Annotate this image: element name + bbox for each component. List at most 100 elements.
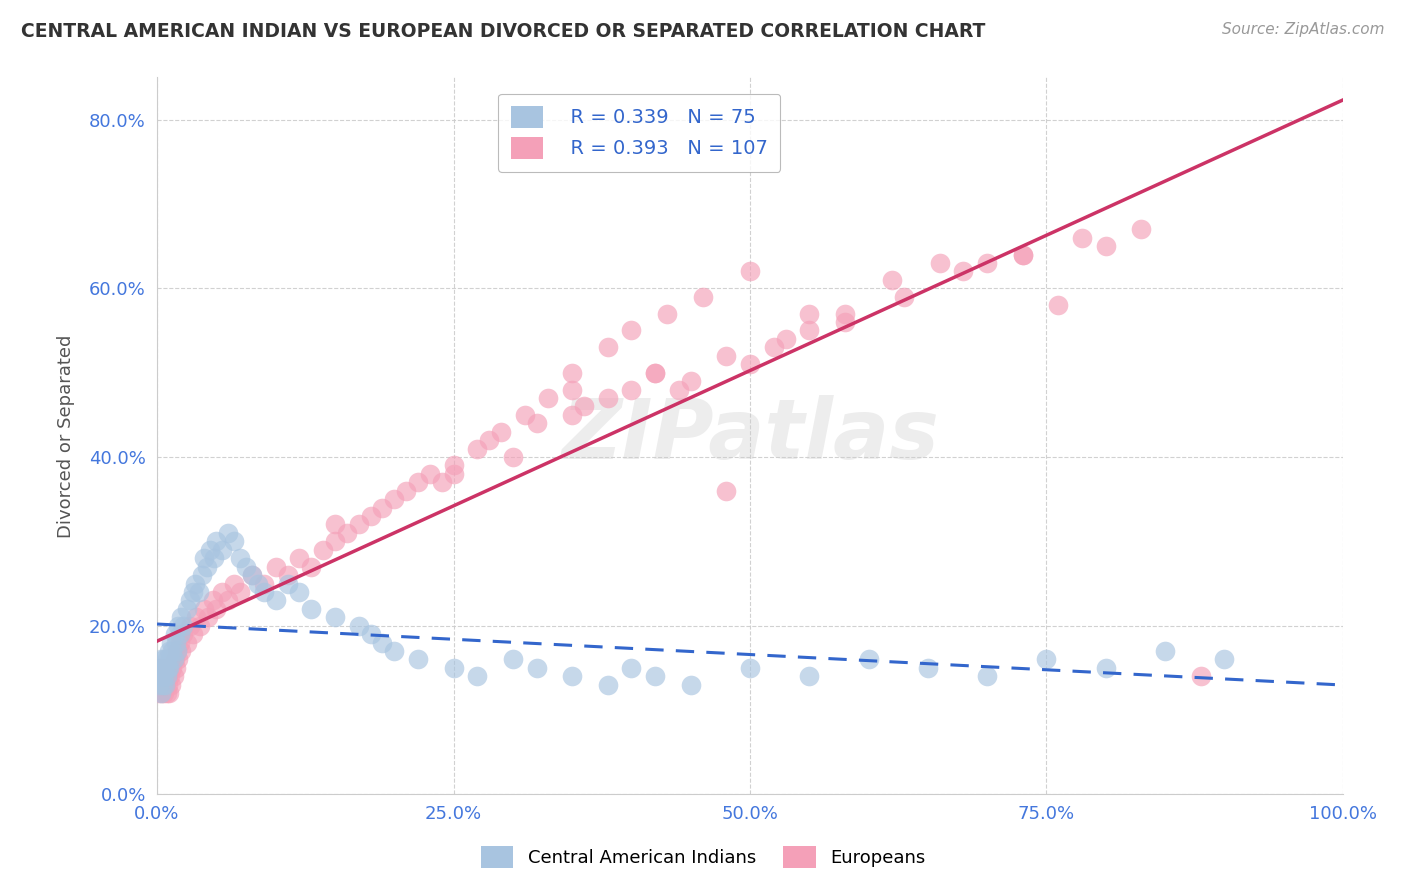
Point xyxy=(148,686,170,700)
Point xyxy=(148,661,170,675)
Point xyxy=(150,686,173,700)
Point xyxy=(240,568,263,582)
Point xyxy=(148,669,170,683)
Point xyxy=(229,551,252,566)
Point xyxy=(165,635,187,649)
Y-axis label: Divorced or Separated: Divorced or Separated xyxy=(58,334,75,538)
Point xyxy=(312,542,335,557)
Point xyxy=(166,644,188,658)
Point xyxy=(264,593,287,607)
Point xyxy=(762,340,785,354)
Point xyxy=(276,576,298,591)
Point xyxy=(264,559,287,574)
Point xyxy=(153,661,176,675)
Point xyxy=(406,652,429,666)
Point xyxy=(156,678,179,692)
Point xyxy=(166,644,188,658)
Point xyxy=(181,627,204,641)
Point xyxy=(513,408,536,422)
Point xyxy=(211,542,233,557)
Point xyxy=(1189,669,1212,683)
Point xyxy=(716,483,738,498)
Point xyxy=(347,517,370,532)
Point xyxy=(169,627,191,641)
Point xyxy=(152,678,174,692)
Point xyxy=(165,661,187,675)
Point xyxy=(299,602,322,616)
Point xyxy=(655,307,678,321)
Point xyxy=(360,509,382,524)
Point xyxy=(692,290,714,304)
Point xyxy=(176,635,198,649)
Point xyxy=(217,525,239,540)
Point xyxy=(347,618,370,632)
Point xyxy=(149,686,172,700)
Point xyxy=(430,475,453,490)
Point xyxy=(976,256,998,270)
Point xyxy=(1094,661,1116,675)
Text: CENTRAL AMERICAN INDIAN VS EUROPEAN DIVORCED OR SEPARATED CORRELATION CHART: CENTRAL AMERICAN INDIAN VS EUROPEAN DIVO… xyxy=(21,22,986,41)
Point xyxy=(191,568,214,582)
Point xyxy=(152,678,174,692)
Point xyxy=(299,559,322,574)
Point xyxy=(1130,222,1153,236)
Point xyxy=(152,661,174,675)
Point xyxy=(153,669,176,683)
Point xyxy=(148,678,170,692)
Point xyxy=(323,517,346,532)
Point xyxy=(443,458,465,473)
Point xyxy=(1213,652,1236,666)
Point xyxy=(561,408,583,422)
Point xyxy=(1047,298,1070,312)
Point xyxy=(150,661,173,675)
Point xyxy=(149,669,172,683)
Point xyxy=(155,652,177,666)
Point xyxy=(253,585,276,599)
Point xyxy=(382,644,405,658)
Point xyxy=(371,500,394,515)
Point xyxy=(561,383,583,397)
Point xyxy=(205,534,228,549)
Point xyxy=(202,551,225,566)
Point xyxy=(668,383,690,397)
Point xyxy=(644,366,666,380)
Point xyxy=(200,542,222,557)
Point xyxy=(155,686,177,700)
Point xyxy=(443,661,465,675)
Point xyxy=(176,602,198,616)
Point xyxy=(150,669,173,683)
Legend: Central American Indians, Europeans: Central American Indians, Europeans xyxy=(470,835,936,879)
Point xyxy=(155,678,177,692)
Point xyxy=(572,400,595,414)
Point xyxy=(159,652,181,666)
Point xyxy=(952,264,974,278)
Point xyxy=(679,374,702,388)
Point xyxy=(172,618,194,632)
Point xyxy=(465,669,488,683)
Point xyxy=(1071,230,1094,244)
Point xyxy=(155,669,177,683)
Point xyxy=(620,383,643,397)
Point xyxy=(163,652,186,666)
Point xyxy=(159,669,181,683)
Point xyxy=(160,635,183,649)
Point xyxy=(738,661,761,675)
Point xyxy=(172,627,194,641)
Point xyxy=(167,618,190,632)
Point xyxy=(181,585,204,599)
Point xyxy=(1011,247,1033,261)
Point xyxy=(1011,247,1033,261)
Point xyxy=(537,391,560,405)
Point xyxy=(893,290,915,304)
Point xyxy=(160,678,183,692)
Point xyxy=(224,576,246,591)
Point xyxy=(201,593,224,607)
Point xyxy=(153,686,176,700)
Point xyxy=(395,483,418,498)
Point xyxy=(155,661,177,675)
Point xyxy=(169,635,191,649)
Point xyxy=(288,585,311,599)
Point xyxy=(148,661,170,675)
Point xyxy=(217,593,239,607)
Point xyxy=(917,661,939,675)
